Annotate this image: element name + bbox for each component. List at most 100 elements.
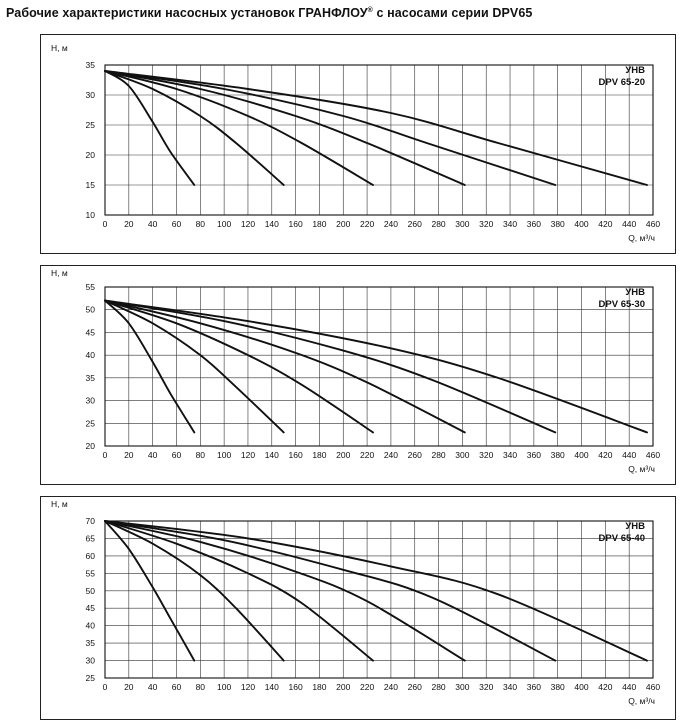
x-tick-label: 420 (598, 450, 612, 460)
x-tick-label: 260 (408, 682, 422, 692)
chart-panel-dpv-65-20: 0 20 40 60 80 100 120 140 160 180 200 220 240 260 280 3… (40, 34, 676, 254)
x-tick-label: 200 (336, 219, 350, 229)
x-tick-label: 40 (148, 682, 158, 692)
x-tick-label: 0 (103, 219, 108, 229)
x-tick-label: 220 (360, 450, 374, 460)
pump-curve-3 (104, 299, 374, 434)
pump-curve-1 (104, 299, 196, 434)
page-title-tail: с насосами серии DPV65 (372, 6, 533, 20)
x-tick-label: 120 (241, 219, 255, 229)
chart-svg: 0 20 40 60 80 100 120 140 160 180 200 220 240 260 280 3… (51, 499, 660, 706)
chart-svg: 0 20 40 60 80 100 120 140 160 180 200 220 240 260 280 3… (51, 268, 660, 474)
x-tick-label: 60 (172, 450, 182, 460)
x-tick-label: 20 (124, 682, 134, 692)
model-label-line1: УНВ (625, 65, 645, 76)
x-tick-label: 240 (384, 682, 398, 692)
x-tick-label: 0 (103, 682, 108, 692)
x-tick-label: 80 (196, 219, 206, 229)
x-tick-label: 360 (527, 450, 541, 460)
x-tick-label: 460 (646, 219, 660, 229)
x-tick-label: 360 (527, 219, 541, 229)
x-tick-label: 380 (551, 219, 565, 229)
x-tick-label: 0 (103, 450, 108, 460)
x-tick-label: 280 (431, 219, 445, 229)
x-tick-label: 160 (289, 682, 303, 692)
x-tick-label: 240 (384, 450, 398, 460)
x-tick-label: 120 (241, 450, 255, 460)
model-label-line2: DPV 65-40 (599, 533, 645, 544)
y-tick-label: 30 (86, 396, 96, 406)
x-tick-label: 140 (265, 682, 279, 692)
x-tick-label: 220 (360, 682, 374, 692)
x-tick-label: 280 (431, 450, 445, 460)
y-axis-label: Н, м (51, 499, 68, 509)
x-tick-label: 100 (217, 450, 231, 460)
y-tick-label: 55 (86, 568, 96, 578)
y-tick-label: 30 (86, 90, 96, 100)
y-tick-label: 50 (86, 586, 96, 596)
x-tick-label: 320 (479, 219, 493, 229)
x-tick-label: 440 (622, 219, 636, 229)
y-tick-label: 40 (86, 621, 96, 631)
y-tick-label: 65 (86, 533, 96, 543)
pump-curve-4 (104, 299, 466, 434)
x-tick-label: 180 (312, 682, 326, 692)
x-tick-label: 420 (598, 682, 612, 692)
plot-frame (104, 64, 654, 216)
chart-svg: 0 20 40 60 80 100 120 140 160 180 200 220 240 260 280 3… (51, 43, 660, 243)
x-tick-label: 300 (455, 682, 469, 692)
x-tick-label: 460 (646, 682, 660, 692)
x-tick-label: 340 (503, 682, 517, 692)
y-tick-label: 35 (86, 60, 96, 70)
x-tick-label: 20 (124, 450, 134, 460)
x-tick-label: 380 (551, 450, 565, 460)
pump-curve-3 (104, 520, 374, 662)
y-tick-label: 15 (86, 180, 96, 190)
pump-curve-5 (104, 70, 557, 186)
plot-frame (104, 520, 654, 679)
pump-curve-3 (104, 70, 374, 186)
pump-curve-6 (104, 520, 648, 662)
x-tick-label: 320 (479, 450, 493, 460)
x-tick-label: 120 (241, 682, 255, 692)
x-tick-label: 260 (408, 450, 422, 460)
x-tick-label: 140 (265, 450, 279, 460)
y-tick-label: 70 (86, 516, 96, 526)
x-tick-label: 160 (289, 219, 303, 229)
x-tick-label: 80 (196, 450, 206, 460)
pump-curve-2 (104, 520, 285, 662)
y-axis-label: Н, м (51, 268, 68, 278)
chart-panel-dpv-65-40: 0 20 40 60 80 100 120 140 160 180 200 220 240 260 280 3… (40, 496, 676, 720)
y-tick-label: 25 (86, 418, 96, 428)
pump-curve-4 (104, 520, 466, 662)
x-tick-label: 400 (574, 450, 588, 460)
x-tick-label: 440 (622, 682, 636, 692)
x-tick-label: 40 (148, 450, 158, 460)
registered-mark: ® (367, 6, 373, 14)
model-label-line1: УНВ (625, 521, 645, 532)
x-tick-label: 180 (312, 450, 326, 460)
pump-curve-2 (104, 299, 285, 434)
x-tick-label: 60 (172, 682, 182, 692)
y-tick-label: 20 (86, 441, 96, 451)
x-tick-label: 160 (289, 450, 303, 460)
y-tick-label: 25 (86, 120, 96, 130)
x-tick-label: 200 (336, 682, 350, 692)
x-tick-label: 60 (172, 219, 182, 229)
x-tick-label: 360 (527, 682, 541, 692)
x-tick-label: 300 (455, 219, 469, 229)
y-tick-label: 30 (86, 656, 96, 666)
y-tick-label: 20 (86, 150, 96, 160)
x-tick-label: 200 (336, 450, 350, 460)
x-axis-label: Q, м³/ч (628, 696, 655, 706)
y-tick-label: 10 (86, 210, 96, 220)
x-tick-label: 80 (196, 682, 206, 692)
x-tick-label: 420 (598, 219, 612, 229)
pump-curve-2 (104, 70, 285, 186)
pump-curve-1 (104, 70, 196, 186)
x-tick-label: 140 (265, 219, 279, 229)
x-tick-label: 460 (646, 450, 660, 460)
x-tick-label: 320 (479, 682, 493, 692)
y-tick-label: 45 (86, 603, 96, 613)
y-tick-label: 45 (86, 327, 96, 337)
